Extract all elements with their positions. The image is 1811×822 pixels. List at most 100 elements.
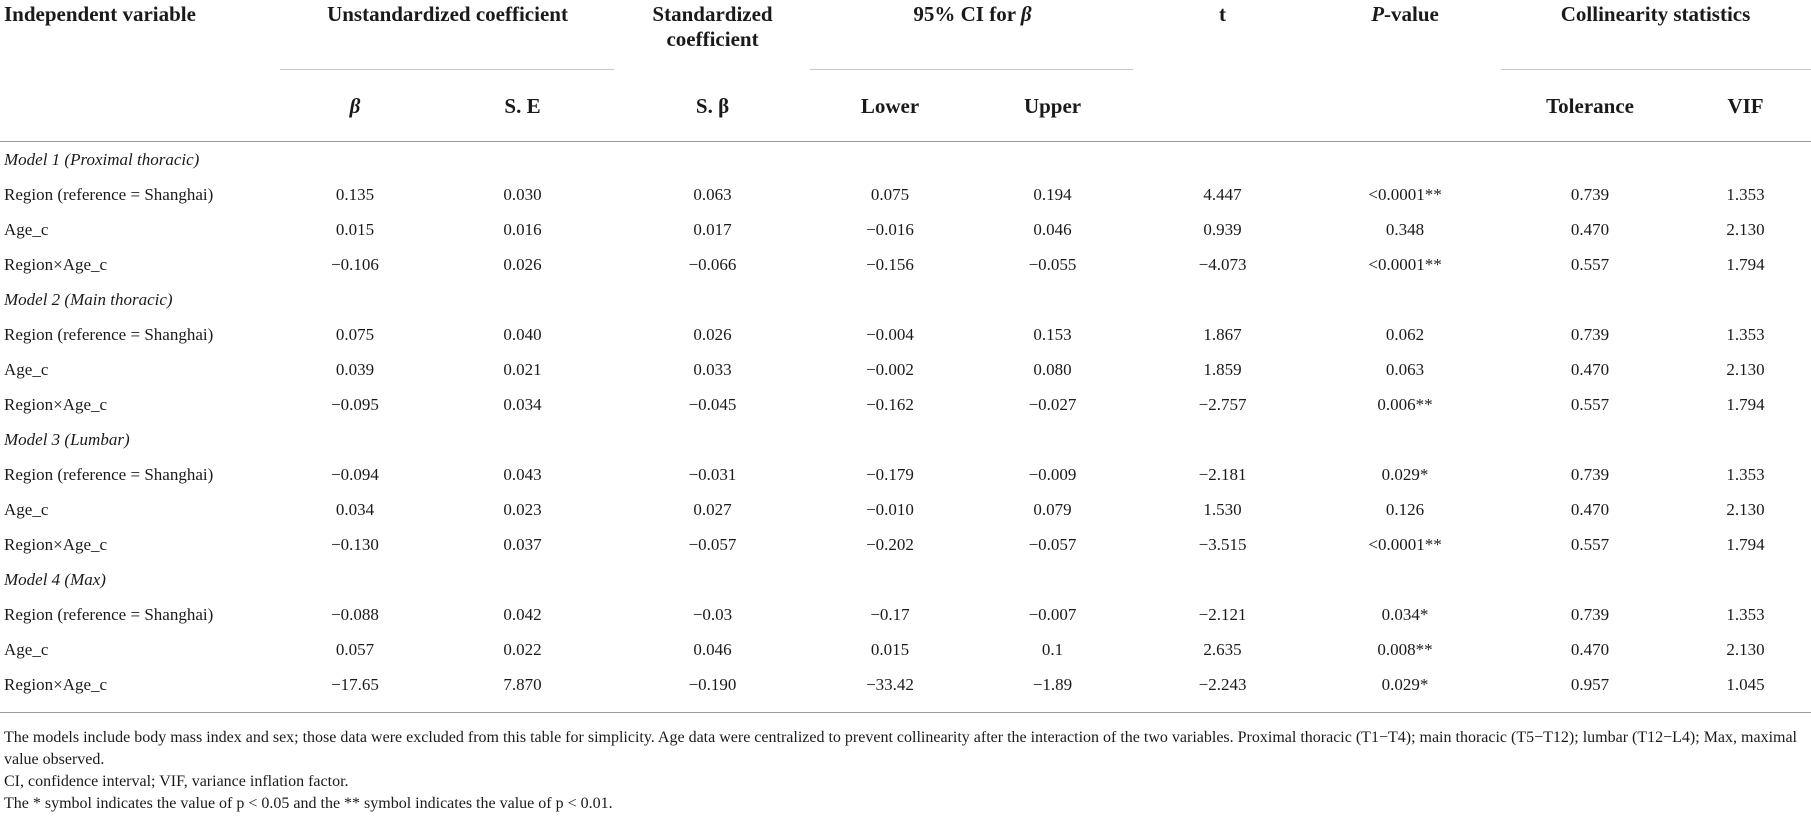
- table-cell: <0.0001**: [1368, 534, 1442, 554]
- regression-table: Independent variable Unstandardized coef…: [0, 2, 1811, 694]
- header-beta-label: β: [349, 94, 361, 118]
- header-rule-ci: [810, 69, 1133, 70]
- table-cell: 0.015: [335, 219, 375, 239]
- table-cell: 0.957: [1570, 674, 1610, 694]
- table-cell: 0.057: [335, 639, 375, 659]
- table-row: Age_c 0.039 0.021 0.033 −0.002 0.080 1.859 0.06…: [0, 352, 1811, 387]
- table-cell: 7.870: [503, 674, 542, 694]
- table-cell: −0.057: [1028, 534, 1077, 554]
- table-cell: 0.557: [1570, 394, 1610, 414]
- table-cell: 1.794: [1726, 394, 1765, 414]
- table-cell: 0.026: [693, 324, 732, 344]
- table-cell: 0.135: [335, 184, 375, 204]
- table-cell: 0.008**: [1377, 639, 1433, 659]
- table-cell: 0.470: [1570, 219, 1610, 239]
- model-group-row: Model 1 (Proximal thoracic): [0, 142, 1811, 177]
- header-row-sub: β S. E S. β Lower Upper Tolerance VIF: [0, 72, 1811, 142]
- header-empty: [0, 72, 280, 142]
- header-t: t: [1219, 2, 1227, 26]
- table-cell: −0.009: [1028, 464, 1077, 484]
- header-beta: β: [280, 72, 430, 142]
- table-cell: −0.202: [866, 534, 914, 554]
- header-tolerance: Tolerance: [1546, 94, 1634, 118]
- table-row: Region×Age_c −0.095 0.034 −0.045 −0.162 −0.02…: [0, 387, 1811, 422]
- row-label: Region×Age_c: [4, 674, 108, 694]
- table-row: Region×Age_c −0.130 0.037 −0.057 −0.202 −0.05…: [0, 527, 1811, 562]
- table-cell: −0.045: [688, 394, 737, 414]
- table-cell: −0.156: [866, 254, 914, 274]
- header-rule-collinearity: [1501, 69, 1811, 70]
- table-cell: −17.65: [331, 674, 379, 694]
- table-cell: 0.017: [693, 219, 732, 239]
- row-label: Age_c: [4, 359, 49, 379]
- table-cell: 1.045: [1726, 674, 1765, 694]
- table-cell: 1.867: [1203, 324, 1242, 344]
- table-cell: 0.046: [1033, 219, 1072, 239]
- table-cell: 1.353: [1726, 604, 1765, 624]
- table-row: Region (reference = Shanghai) −0.094 0.043…: [0, 457, 1811, 492]
- table-cell: −0.007: [1028, 604, 1077, 624]
- row-label: Region×Age_c: [4, 394, 108, 414]
- table-cell: −0.106: [331, 254, 379, 274]
- table-cell: 1.859: [1203, 359, 1242, 379]
- table-cell: 0.023: [503, 499, 542, 519]
- table-row: Region (reference = Shanghai) −0.088 0.042…: [0, 597, 1811, 632]
- table-row: Age_c 0.015 0.016 0.017 −0.016 0.046 0.939 0.34…: [0, 212, 1811, 247]
- table-cell: 1.530: [1203, 499, 1242, 519]
- table-cell: 0.040: [503, 324, 542, 344]
- table-cell: 0.016: [503, 219, 542, 239]
- table-cell: −2.757: [1198, 394, 1247, 414]
- table-cell: −0.095: [331, 394, 379, 414]
- model-title: Model 2 (Main thoracic): [4, 289, 173, 309]
- header-s-beta: S. β: [695, 94, 730, 118]
- table-cell: 0.062: [1385, 324, 1425, 344]
- table-cell: −2.121: [1198, 604, 1247, 624]
- table-cell: 0.042: [503, 604, 542, 624]
- footnote: The models include body mass index and s…: [4, 729, 1797, 768]
- table-cell: −33.42: [866, 674, 914, 694]
- table-cell: 0.080: [1033, 359, 1072, 379]
- table-cell: 0.939: [1203, 219, 1242, 239]
- header-se: S. E: [504, 94, 541, 118]
- table-cell: 0.153: [1033, 324, 1072, 344]
- header-ci-label: 95% CI for β: [913, 2, 1032, 26]
- table-cell: 0.029*: [1381, 674, 1429, 694]
- table-cell: 2.130: [1726, 639, 1765, 659]
- row-label: Region×Age_c: [4, 534, 108, 554]
- header-empty-t: [1135, 72, 1310, 142]
- table-cell: 2.130: [1726, 359, 1765, 379]
- table-cell: 2.130: [1726, 499, 1765, 519]
- table-cell: 0.034*: [1381, 604, 1429, 624]
- row-label: Age_c: [4, 639, 49, 659]
- header-empty-p: [1310, 72, 1500, 142]
- table-cell: −4.073: [1198, 254, 1247, 274]
- footnote: The * symbol indicates the value of p < …: [4, 795, 613, 812]
- table-row: Region (reference = Shanghai) 0.075 0.040 0…: [0, 317, 1811, 352]
- table-cell: −0.088: [331, 604, 379, 624]
- table-cell: −0.057: [688, 534, 737, 554]
- row-label: Age_c: [4, 219, 49, 239]
- table-cell: 0.034: [335, 499, 375, 519]
- table-cell: 0.557: [1570, 254, 1610, 274]
- model-group-row: Model 2 (Main thoracic): [0, 282, 1811, 317]
- header-collinearity: Collinearity statistics: [1560, 2, 1751, 26]
- row-label: Region (reference = Shanghai): [4, 324, 214, 344]
- table-cell: −0.004: [866, 324, 914, 344]
- table-cell: 0.034: [503, 394, 542, 414]
- table-cell: 0.063: [693, 184, 732, 204]
- row-label: Region (reference = Shanghai): [4, 604, 214, 624]
- table-cell: 0.063: [1385, 359, 1425, 379]
- table-cell: 0.126: [1385, 499, 1425, 519]
- table-cell: 0.194: [1033, 184, 1072, 204]
- row-label: Region (reference = Shanghai): [4, 184, 214, 204]
- table-cell: −0.179: [866, 464, 914, 484]
- row-label: Region (reference = Shanghai): [4, 464, 214, 484]
- model-title: Model 3 (Lumbar): [4, 429, 130, 449]
- header-independent-variable: Independent variable: [4, 2, 196, 26]
- table-cell: 0.739: [1570, 604, 1610, 624]
- table-cell: 2.130: [1726, 219, 1765, 239]
- footnote: CI, confidence interval; VIF, variance i…: [4, 773, 349, 790]
- table-cell: 0.029*: [1381, 464, 1429, 484]
- header-lower: Lower: [860, 94, 920, 118]
